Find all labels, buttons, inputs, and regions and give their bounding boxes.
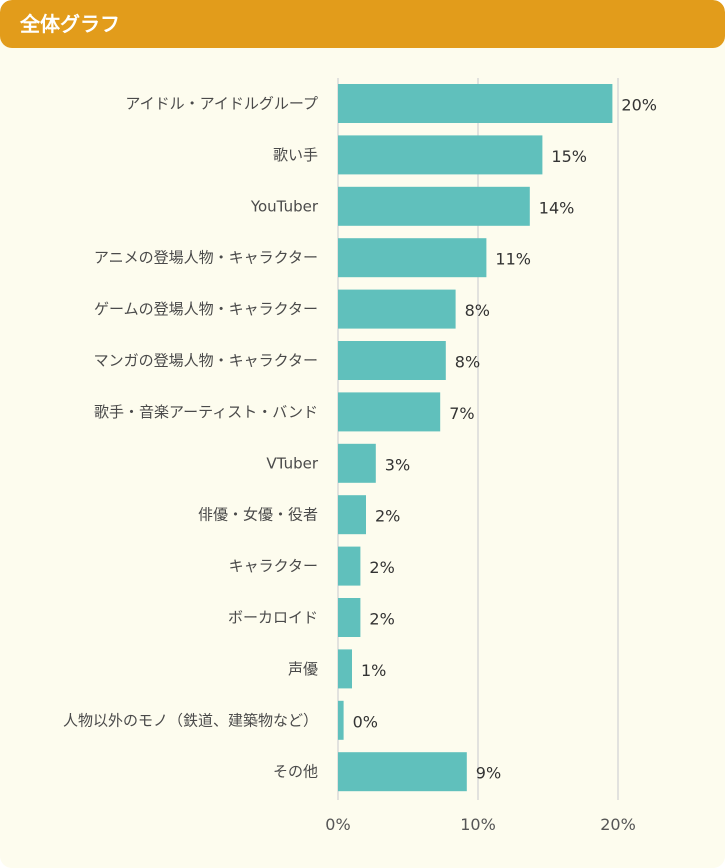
category-label: アイドル・アイドルグループ [125, 95, 318, 113]
chart-title: 全体グラフ [20, 12, 120, 36]
bar [338, 135, 543, 175]
category-label: その他 [273, 763, 318, 781]
x-tick-label: 10% [460, 815, 496, 834]
value-label: 8% [465, 301, 490, 320]
category-label: 俳優・女優・役者 [198, 506, 318, 524]
value-label: 3% [385, 455, 410, 474]
category-label: マンガの登場人物・キャラクター [94, 352, 318, 370]
category-label: 人物以外のモノ（鉄道、建築物など） [63, 711, 318, 729]
bar [338, 84, 613, 123]
value-label: 15% [551, 147, 587, 166]
bar [338, 443, 376, 483]
value-label: 0% [353, 712, 378, 731]
value-label: 14% [539, 198, 575, 217]
value-label: 9% [476, 764, 501, 783]
x-tick-label: 20% [600, 815, 636, 834]
value-label: 11% [495, 250, 531, 269]
bar [338, 700, 344, 740]
value-label: 2% [375, 507, 400, 526]
bar [338, 495, 366, 535]
bar [338, 649, 352, 689]
category-label: 歌い手 [273, 146, 318, 164]
bar [338, 546, 361, 586]
bar [338, 186, 530, 226]
x-tick-label: 0% [325, 815, 350, 834]
category-label: アニメの登場人物・キャラクター [94, 249, 318, 267]
value-label: 2% [369, 558, 394, 577]
bar [338, 598, 361, 637]
value-label: 1% [361, 661, 386, 680]
category-label: YouTuber [250, 197, 319, 215]
value-label: 2% [369, 610, 394, 629]
value-label: 20% [621, 96, 657, 115]
bar [338, 238, 487, 278]
bar [338, 392, 441, 432]
category-label: キャラクター [229, 557, 318, 575]
bar [338, 289, 456, 329]
bar [338, 752, 467, 792]
chart-header: 全体グラフ [0, 0, 725, 48]
category-label: 歌手・音楽アーティスト・バンド [94, 403, 318, 421]
value-label: 8% [455, 353, 480, 372]
value-label: 7% [449, 404, 474, 423]
category-label: ボーカロイド [228, 609, 318, 627]
category-label: VTuber [266, 454, 318, 472]
category-label: 声優 [288, 660, 318, 678]
bar [338, 341, 446, 380]
category-label: ゲームの登場人物・キャラクター [94, 300, 318, 318]
